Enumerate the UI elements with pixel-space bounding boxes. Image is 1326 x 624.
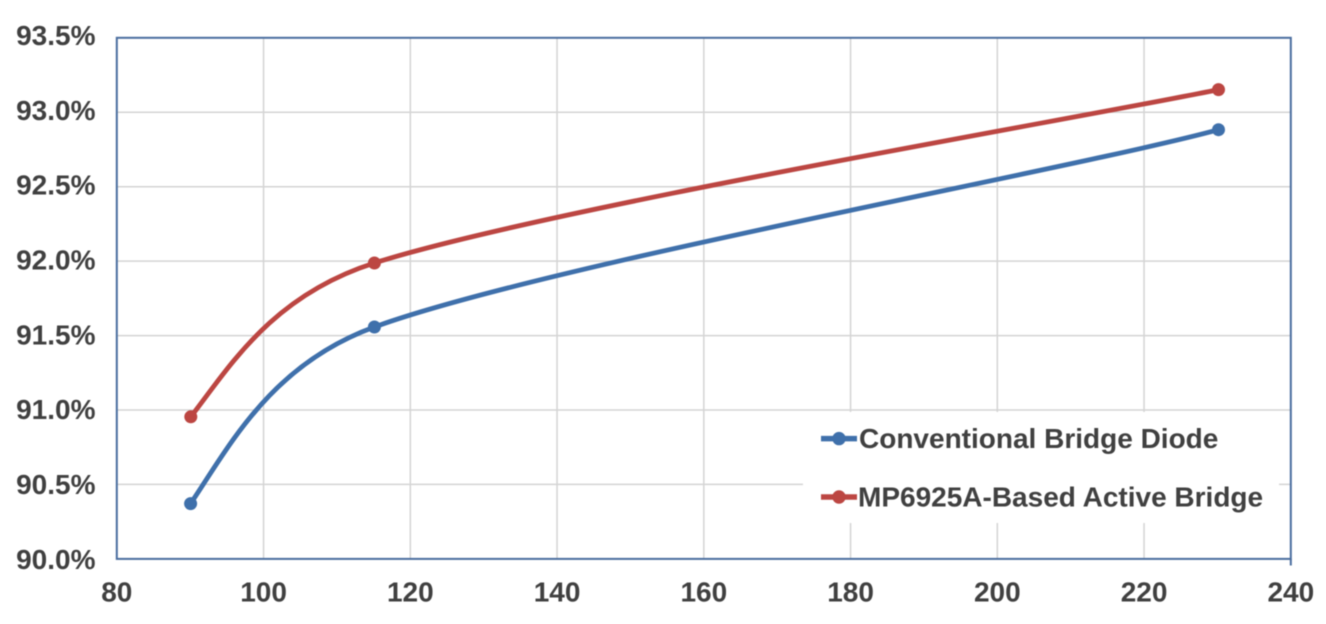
svg-text:220: 220 — [1121, 577, 1168, 608]
svg-text:91.5%: 91.5% — [16, 319, 95, 350]
svg-text:180: 180 — [827, 577, 874, 608]
svg-text:93.5%: 93.5% — [16, 20, 95, 51]
svg-text:80: 80 — [101, 577, 132, 608]
svg-text:160: 160 — [680, 577, 727, 608]
svg-text:90.0%: 90.0% — [16, 544, 95, 575]
svg-text:100: 100 — [240, 577, 287, 608]
svg-text:MP6925A-Based Active Bridge: MP6925A-Based Active Bridge — [858, 482, 1263, 513]
svg-text:200: 200 — [974, 577, 1021, 608]
svg-text:92.0%: 92.0% — [16, 245, 95, 276]
svg-text:90.5%: 90.5% — [16, 469, 95, 500]
svg-text:120: 120 — [387, 577, 434, 608]
svg-text:Conventional Bridge Diode: Conventional Bridge Diode — [859, 423, 1218, 454]
svg-text:92.5%: 92.5% — [16, 170, 95, 201]
svg-text:91.0%: 91.0% — [16, 394, 95, 425]
svg-text:140: 140 — [534, 577, 581, 608]
svg-text:93.0%: 93.0% — [16, 95, 95, 126]
svg-text:240: 240 — [1267, 577, 1314, 608]
